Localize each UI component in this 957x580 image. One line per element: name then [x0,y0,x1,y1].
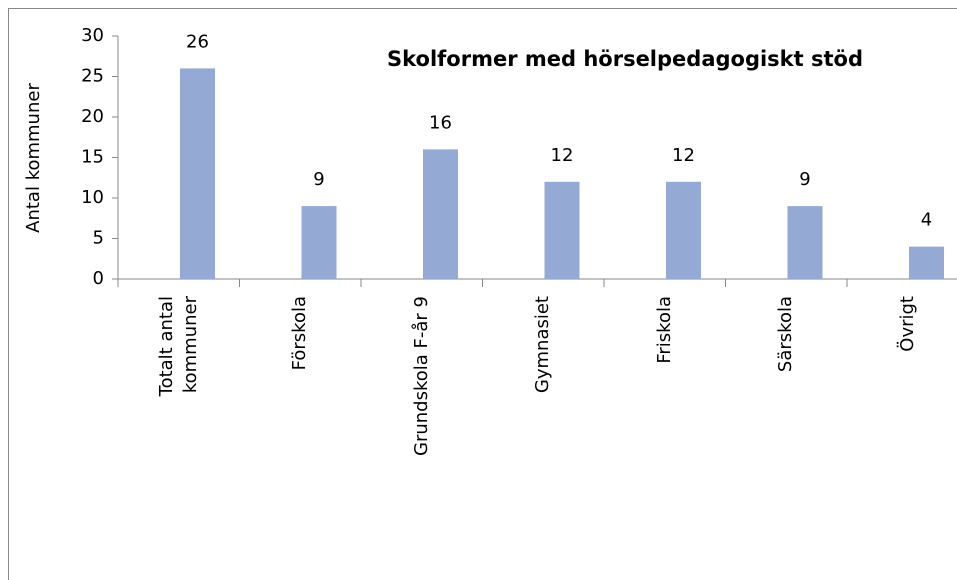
data-label: 9 [799,169,810,190]
x-tick-label: Förskola [289,296,311,371]
x-tick-label: Särskola [775,296,797,373]
y-tick-label: 0 [93,268,104,289]
data-label: 26 [186,31,209,52]
bar [544,181,580,279]
bar [666,181,701,279]
chart-title: Skolformer med hörselpedagogiskt stöd [387,47,863,71]
bar [909,246,944,279]
data-label: 16 [429,112,452,133]
bar [180,68,215,280]
chart-frame [8,8,957,580]
y-tick-label: 30 [81,25,104,46]
bar [301,206,337,279]
x-tick-label: Grundskola F-år 9 [410,296,432,456]
y-tick-label: 15 [81,147,104,168]
y-tick-label: 25 [81,66,104,87]
data-label: 12 [551,145,574,166]
y-tick-label: 20 [81,106,104,127]
bar [787,206,823,279]
bar [423,149,458,279]
y-tick-label: 5 [93,228,104,249]
x-tick-label: Totalt antal kommuner [155,296,201,397]
y-axis-label: Antal kommuner [23,83,44,233]
data-label: 4 [921,210,932,231]
y-tick-label: 10 [81,187,104,208]
data-label: 9 [313,169,324,190]
x-tick-label: Friskola [653,296,675,364]
data-label: 12 [672,145,695,166]
x-tick-label: Övrigt [896,296,918,352]
x-tick-label: Gymnasiet [532,296,554,394]
